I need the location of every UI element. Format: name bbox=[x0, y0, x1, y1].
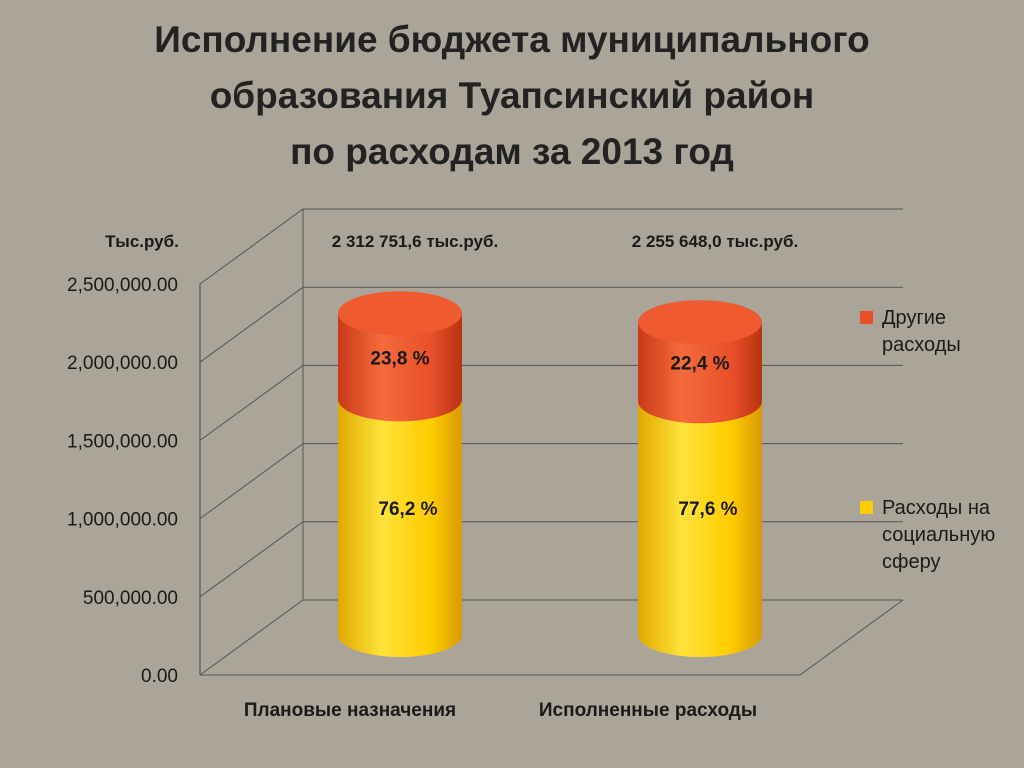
chart-gridlines bbox=[199, 208, 903, 601]
gridline-diag bbox=[199, 364, 304, 441]
legend-label-social-2: социальную bbox=[882, 524, 996, 546]
legend-label-social-1: Расходы на bbox=[882, 497, 991, 519]
total-label: 2 312 751,6 тыс.руб. bbox=[332, 232, 498, 251]
x-category-label: Плановые назначения bbox=[244, 700, 456, 721]
y-tick-label: 1,000,000.00 bbox=[67, 510, 178, 531]
floor-edge-right bbox=[799, 599, 904, 676]
chart-bars bbox=[338, 291, 762, 657]
legend-swatch-social bbox=[860, 501, 873, 514]
gridline-diag bbox=[199, 208, 304, 285]
legend-item-social: Расходы на социальную сферу bbox=[860, 495, 1024, 576]
data-label-social: 76,2 % bbox=[378, 499, 437, 520]
total-label: 2 255 648,0 тыс.руб. bbox=[632, 232, 798, 251]
bar-other-body bbox=[638, 322, 762, 424]
bar-social bbox=[638, 401, 762, 657]
y-tick-label: 1,500,000.00 bbox=[67, 431, 178, 452]
title-line-3: по расходам за 2013 год bbox=[290, 131, 734, 172]
legend-item-other: Другие расходы bbox=[860, 305, 1024, 359]
legend-swatch-other bbox=[860, 311, 873, 324]
gridline-diag bbox=[199, 521, 304, 598]
y-tick-label: 2,000,000.00 bbox=[67, 353, 178, 374]
bar-other-body bbox=[338, 313, 462, 422]
gridline-diag bbox=[199, 286, 304, 363]
legend-label-other-1: Другие bbox=[882, 307, 947, 329]
legend-label-social-3: сферу bbox=[882, 551, 941, 573]
chart-labels: 0.00 500,000.00 1,000,000.00 1,500,000.00 2,… bbox=[67, 232, 798, 721]
x-category-label: Исполненные расходы bbox=[539, 700, 757, 721]
y-tick-label: 500,000.00 bbox=[83, 588, 178, 609]
bar-other bbox=[338, 291, 462, 422]
data-label-social: 77,6 % bbox=[678, 499, 737, 520]
chart-axes bbox=[199, 209, 904, 676]
slide-title: Исполнение бюджета муниципального образо… bbox=[0, 12, 1024, 180]
bar-social bbox=[338, 399, 462, 657]
gridline-diag bbox=[199, 443, 304, 520]
floor-edge-left bbox=[199, 599, 304, 676]
bar-social-body bbox=[338, 399, 462, 657]
bar-other-top bbox=[638, 300, 762, 345]
data-label-other: 22,4 % bbox=[670, 354, 729, 375]
y-tick-label: 0.00 bbox=[141, 666, 178, 687]
y-unit-label: Тыс.руб. bbox=[105, 232, 179, 251]
data-label-other: 23,8 % bbox=[370, 348, 429, 369]
title-line-1: Исполнение бюджета муниципального bbox=[154, 19, 870, 60]
title-line-2: образования Туапсинский район bbox=[209, 75, 815, 116]
bar-other bbox=[638, 300, 762, 424]
y-tick-label: 2,500,000.00 bbox=[67, 275, 178, 296]
bar-social-body bbox=[638, 401, 762, 657]
bar-other-top bbox=[338, 291, 462, 336]
legend-label-other-2: расходы bbox=[882, 334, 961, 356]
